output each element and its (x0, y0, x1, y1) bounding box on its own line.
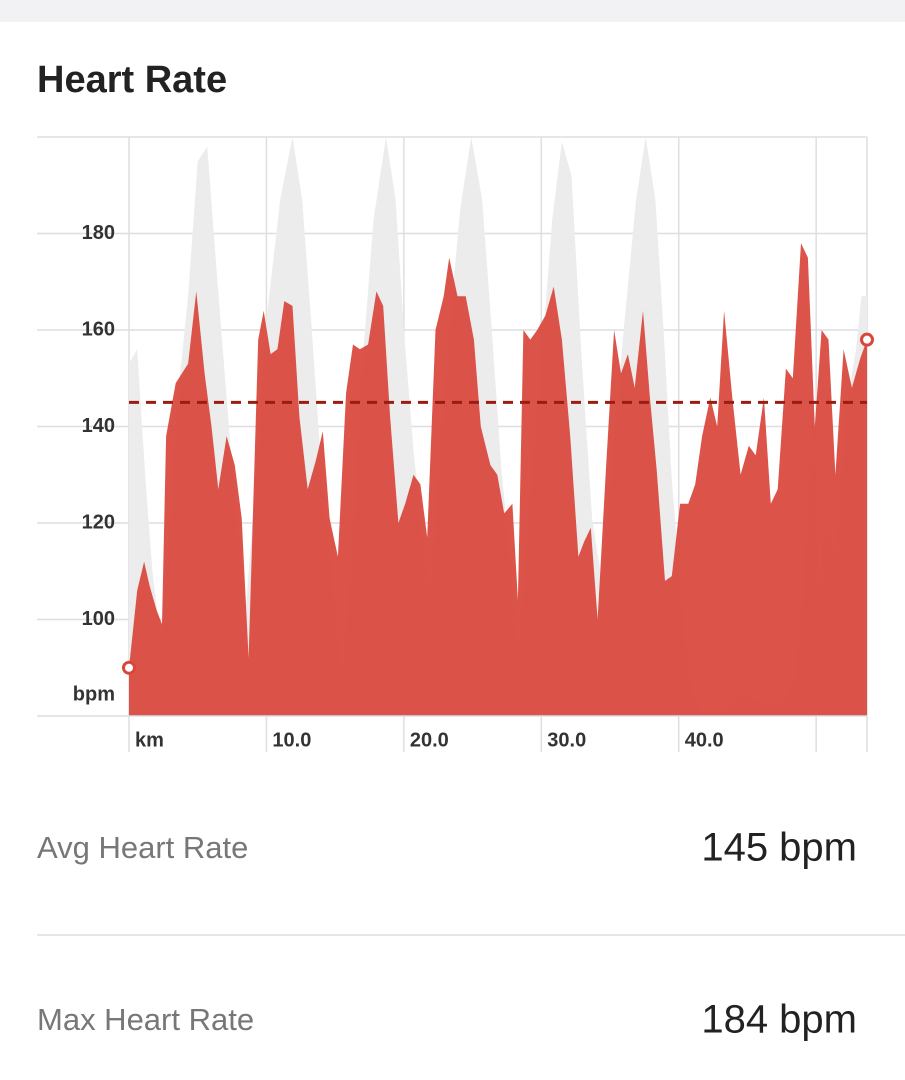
y-unit: bpm (73, 683, 115, 705)
y-tick-label: 160 (82, 318, 115, 340)
area (129, 243, 867, 716)
y-tick-label: 140 (82, 415, 115, 437)
x-tick-label: 20.0 (410, 729, 449, 751)
x-tick-label: 30.0 (547, 729, 586, 751)
y-tick-label: 120 (82, 511, 115, 533)
y-tick-label: 100 (82, 608, 115, 630)
x-tick-label: 40.0 (685, 729, 724, 751)
stat-label: Max Heart Rate (37, 1002, 254, 1037)
end-marker (122, 660, 136, 675)
y-tick-label: 180 (82, 222, 115, 244)
stat-value: 145 bpm (701, 826, 857, 870)
top-bar (0, 0, 905, 22)
title: Heart Rate (37, 59, 227, 101)
end-marker (860, 332, 874, 347)
x-tick-label: 10.0 (272, 729, 311, 751)
stat-value: 184 bpm (701, 998, 857, 1042)
chart: 100 120 140 160 180 bpm km 10.0 20.0 30.0 40.0 (37, 136, 874, 752)
stat-label: Avg Heart Rate (37, 830, 248, 865)
x-tick-label: km (135, 729, 164, 751)
